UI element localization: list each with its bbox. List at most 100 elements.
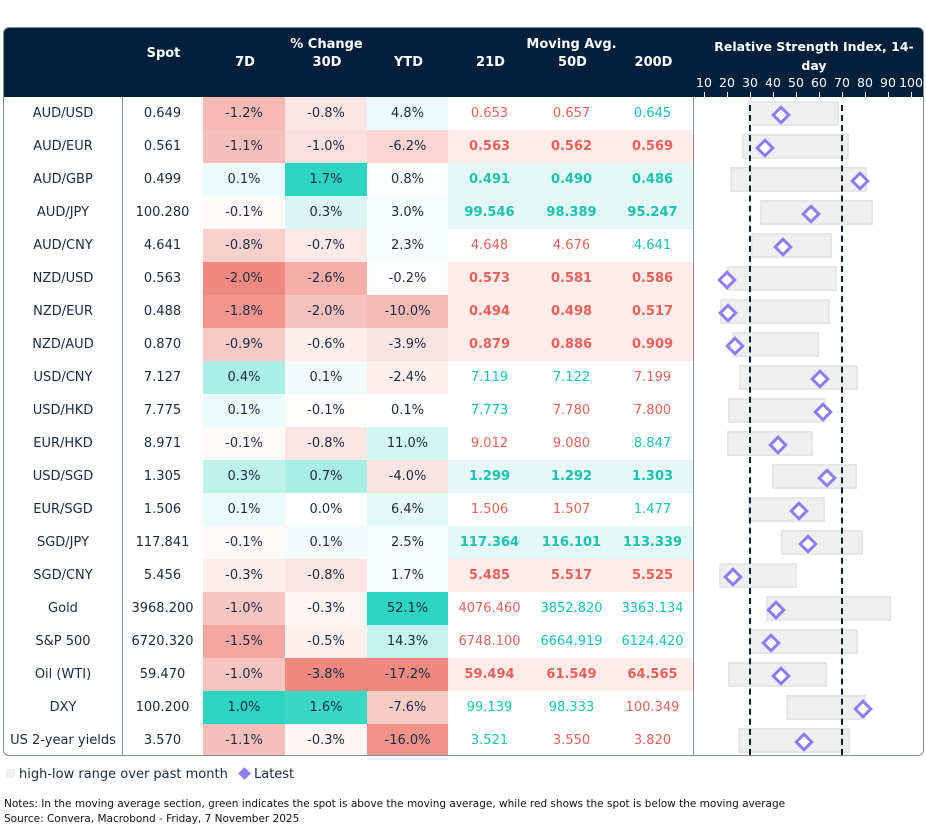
moving-avg-200d: 1.303	[612, 460, 693, 493]
table-header: Spot % Change 7D 30D YTD Moving Avg. 21D…	[4, 28, 923, 97]
row-label: Gold	[48, 601, 78, 616]
moving-avg-21d: 9.012	[448, 427, 531, 460]
row-label: AUD/USD	[32, 106, 94, 121]
moving-avg-50d: 1.292	[531, 460, 612, 493]
rsi-threshold-70	[841, 105, 843, 755]
pct-change-d7: -1.0%	[203, 658, 285, 691]
rsi-tick-label: 20	[719, 75, 735, 90]
table-row: NZD/USD 0.563 -2.0% -2.6% -0.2% 0.573 0.581 0.5…	[4, 262, 923, 295]
rsi-range-bar	[750, 233, 832, 258]
pct-change-d7: 0.3%	[203, 460, 285, 493]
moving-avg-21d: 7.119	[448, 361, 531, 394]
pct-change-ytd: -7.6%	[367, 691, 448, 724]
moving-avg-200d: 0.517	[612, 295, 693, 328]
spot-value: 0.561	[143, 139, 182, 154]
pct-change-d30: -0.1%	[285, 394, 367, 427]
row-label: NZD/AUD	[32, 337, 94, 352]
rsi-tick-label: 90	[880, 75, 896, 90]
pct-change-d7: -1.1%	[203, 130, 285, 163]
pct-change-d7: -1.1%	[203, 724, 285, 755]
spot-value: 7.775	[143, 403, 182, 418]
pct-change-ytd: -3.9%	[367, 328, 448, 361]
spot-value: 6720.320	[131, 634, 194, 649]
rsi-tick-label: 50	[788, 75, 804, 90]
moving-avg-50d: 7.122	[531, 361, 612, 394]
legend: high-low range over past month Latest	[6, 767, 294, 782]
header-7d: 7D	[235, 55, 255, 70]
fx-table: Spot % Change 7D 30D YTD Moving Avg. 21D…	[3, 27, 924, 756]
spot-value: 4.641	[143, 238, 182, 253]
source: Source: Convera, Macrobond - Friday, 7 N…	[4, 813, 300, 825]
moving-avg-200d: 7.800	[612, 394, 693, 427]
spot-value: 0.649	[143, 106, 182, 121]
rsi-threshold-30	[749, 105, 751, 755]
moving-avg-200d: 1.477	[612, 493, 693, 526]
pct-change-d30: -0.5%	[285, 625, 367, 658]
pct-change-d30: -2.0%	[285, 295, 367, 328]
moving-avg-200d: 4.641	[612, 229, 693, 262]
moving-avg-21d: 4076.460	[448, 592, 531, 625]
moving-avg-21d: 7.773	[448, 394, 531, 427]
table-row: AUD/USD 0.649 -1.2% -0.8% 4.8% 0.653 0.657 0.64…	[4, 97, 923, 130]
rsi-range-bar	[738, 365, 858, 390]
pct-change-d7: -0.1%	[203, 526, 285, 559]
spot-value: 0.499	[143, 172, 182, 187]
moving-avg-200d: 0.586	[612, 262, 693, 295]
row-label: SGD/JPY	[36, 535, 90, 550]
moving-avg-50d: 0.490	[531, 163, 612, 196]
moving-avg-200d: 0.909	[612, 328, 693, 361]
table-row: DXY 100.200 1.0% 1.6% -7.6% 99.139 98.333 100.3…	[4, 691, 923, 724]
table-row: AUD/GBP 0.499 0.1% 1.7% 0.8% 0.491 0.490 0.486	[4, 163, 923, 196]
divider	[122, 97, 123, 755]
pct-change-ytd: 14.3%	[367, 625, 448, 658]
row-label: SGD/CNY	[33, 568, 93, 583]
rsi-range-bar	[727, 431, 813, 456]
rsi-range-bar	[747, 497, 825, 522]
pct-change-ytd: 6.4%	[367, 493, 448, 526]
moving-avg-50d: 0.562	[531, 130, 612, 163]
moving-avg-50d: 98.389	[531, 196, 612, 229]
moving-avg-21d: 6748.100	[448, 625, 531, 658]
pct-change-d7: -0.9%	[203, 328, 285, 361]
moving-avg-50d: 0.498	[531, 295, 612, 328]
row-label: NZD/EUR	[33, 304, 93, 319]
pct-change-d30: -0.8%	[285, 97, 367, 130]
rsi-tick-label: 40	[765, 75, 781, 90]
pct-change-d7: -1.0%	[203, 592, 285, 625]
header-spot: Spot	[146, 46, 181, 61]
pct-change-ytd: -6.2%	[367, 130, 448, 163]
row-label: AUD/EUR	[33, 139, 93, 154]
pct-change-ytd: 52.1%	[367, 592, 448, 625]
moving-avg-21d: 99.139	[448, 691, 531, 724]
row-label: DXY	[49, 700, 77, 715]
pct-change-d30: 1.6%	[285, 691, 367, 724]
rsi-tick-label: 10	[696, 75, 712, 90]
moving-avg-200d: 7.199	[612, 361, 693, 394]
pct-change-d30: 0.7%	[285, 460, 367, 493]
divider	[693, 97, 694, 755]
pct-change-ytd: -16.0%	[367, 724, 448, 755]
moving-avg-50d: 116.101	[531, 526, 612, 559]
spot-value: 117.841	[135, 535, 190, 550]
row-label: USD/SGD	[32, 469, 94, 484]
moving-avg-21d: 117.364	[448, 526, 531, 559]
pct-change-d7: 0.1%	[203, 394, 285, 427]
spot-value: 8.971	[143, 436, 182, 451]
pct-change-d30: -2.6%	[285, 262, 367, 295]
spot-value: 3.570	[143, 733, 182, 748]
rsi-range-bar	[781, 530, 864, 555]
legend-range: high-low range over past month	[19, 767, 228, 782]
moving-avg-21d: 3.521	[448, 724, 531, 755]
moving-avg-200d: 6124.420	[612, 625, 693, 658]
pct-change-d30: 1.7%	[285, 163, 367, 196]
moving-avg-200d: 0.645	[612, 97, 693, 130]
spot-value: 0.870	[143, 337, 182, 352]
moving-avg-200d: 3363.134	[612, 592, 693, 625]
moving-avg-21d: 5.485	[448, 559, 531, 592]
spot-value: 100.200	[135, 700, 190, 715]
rsi-tick	[704, 92, 705, 97]
table-row: AUD/EUR 0.561 -1.1% -1.0% -6.2% 0.563 0.562 0.5…	[4, 130, 923, 163]
rsi-tick-label: 80	[857, 75, 873, 90]
rsi-range-bar	[727, 266, 837, 291]
moving-avg-50d: 3852.820	[531, 592, 612, 625]
